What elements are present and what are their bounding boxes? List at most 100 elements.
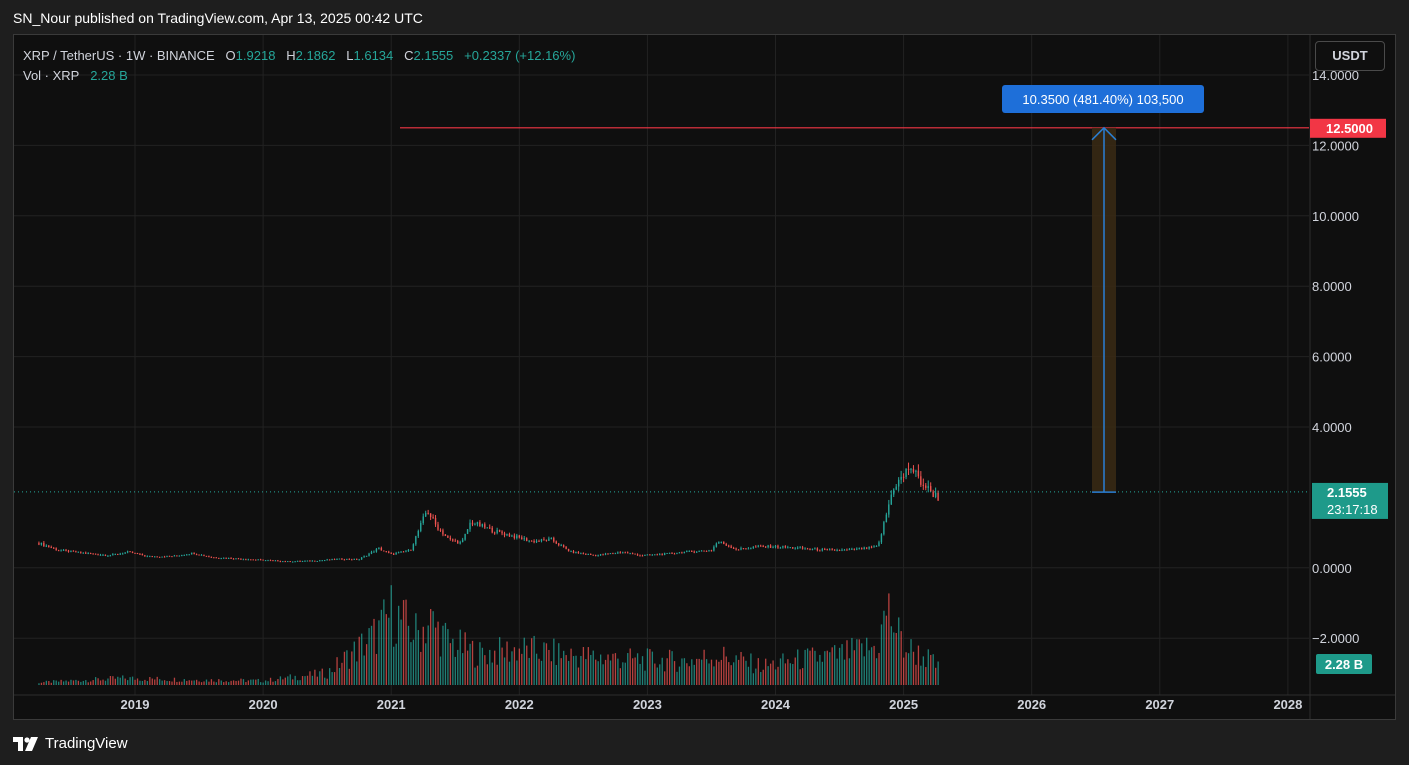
candle-body <box>893 489 895 495</box>
volume-bar <box>90 681 92 685</box>
candle-body <box>341 558 343 560</box>
candle-body <box>752 546 755 548</box>
candle-body <box>242 559 245 561</box>
price-chart[interactable]: 14.0000 12.0000 10.0000 8.0000 6.0000 4.0000 0… <box>14 35 1395 719</box>
candle-body <box>38 543 40 545</box>
measure-arrow-head <box>1091 126 1117 141</box>
volume-bar <box>407 625 410 685</box>
candle-body <box>452 539 454 541</box>
volume-bar <box>168 681 171 685</box>
candle-body <box>878 542 880 546</box>
volume-bar <box>92 680 94 685</box>
candle-body <box>70 550 72 552</box>
currency-unit-button[interactable]: USDT <box>1315 41 1385 71</box>
candle-body <box>737 549 740 551</box>
volume-bar <box>723 646 725 685</box>
volume-bar <box>188 680 190 685</box>
volume-bar <box>535 653 538 685</box>
candle-body <box>89 552 92 554</box>
volume-bar <box>735 655 737 685</box>
volume-bar <box>122 675 124 685</box>
candle-body <box>784 546 787 548</box>
candle-body <box>727 545 730 547</box>
candle-body <box>284 561 286 563</box>
volume-bar <box>102 679 104 685</box>
candle-body <box>168 555 171 557</box>
volume-bar <box>799 669 801 685</box>
candle-body <box>649 554 651 556</box>
candle-body <box>846 549 848 551</box>
volume-bar <box>38 683 40 685</box>
volume-bar <box>151 678 153 685</box>
tradingview-logo[interactable]: TradingView <box>13 735 128 752</box>
volume-bar <box>97 678 99 685</box>
candle-body <box>725 544 727 546</box>
time-axis-label: 2024 <box>761 697 791 712</box>
volume-bar <box>50 682 52 685</box>
candle-body <box>718 541 720 544</box>
candle-body <box>723 541 725 545</box>
candle-body <box>691 550 693 552</box>
volume-bar <box>225 681 227 685</box>
candle-body <box>508 534 511 537</box>
volume-bar <box>235 681 237 685</box>
volume-bar <box>686 663 688 685</box>
volume-bar <box>242 679 245 685</box>
volume-bar <box>452 638 454 685</box>
volume-bar <box>912 651 915 685</box>
volume-bar <box>792 664 794 685</box>
volume-bar <box>252 679 254 685</box>
volume-bar <box>166 680 168 685</box>
volume-label[interactable]: Vol · XRP <box>23 68 80 83</box>
candle-body <box>102 554 104 556</box>
volume-bar <box>311 675 314 685</box>
candle-body <box>540 539 543 542</box>
candle-body <box>922 484 925 486</box>
candle-body <box>885 514 888 523</box>
candle-body <box>60 550 62 552</box>
volume-bar <box>602 664 604 685</box>
candle-body <box>363 556 365 558</box>
candle-body <box>215 557 217 559</box>
volume-bar <box>324 677 326 685</box>
volume-bar <box>508 661 511 685</box>
target-price-tag[interactable] <box>1310 118 1386 138</box>
volume-bar <box>580 655 582 685</box>
candle-body <box>762 546 764 548</box>
candle-body <box>631 553 634 555</box>
volume-bar <box>195 679 198 685</box>
candle-body <box>240 558 242 560</box>
volume-bar <box>875 658 878 685</box>
volume-bar <box>457 649 459 685</box>
volume-bar <box>555 664 557 685</box>
current-price-tag[interactable] <box>1312 482 1388 519</box>
candle-body <box>789 547 791 549</box>
volume-bar <box>486 664 488 685</box>
volume-bar <box>841 644 843 685</box>
volume-bar <box>228 682 230 685</box>
candle-body <box>543 539 545 541</box>
volume-bar <box>619 668 622 685</box>
volume-bar <box>131 676 134 685</box>
volume-bar <box>186 680 188 685</box>
chart-pane[interactable]: 14.0000 12.0000 10.0000 8.0000 6.0000 4.0000 0… <box>13 34 1396 720</box>
candle-body <box>230 557 232 559</box>
volume-bar <box>361 633 363 685</box>
volume-bar <box>365 644 368 685</box>
candle-body <box>900 476 902 480</box>
volume-tag[interactable] <box>1316 654 1372 674</box>
change-value: +0.2337 (+12.16%) <box>464 48 576 63</box>
candle-body <box>247 559 250 561</box>
volume-bar <box>531 638 533 685</box>
candle-body <box>178 555 181 557</box>
candle-body <box>314 560 316 562</box>
candle-body <box>45 545 48 547</box>
candle-body <box>222 557 225 559</box>
volume-bar <box>353 641 355 685</box>
price-axis-label: 10.0000 <box>1312 209 1359 224</box>
candle-body <box>905 468 907 478</box>
measure-label-box[interactable] <box>1002 85 1204 113</box>
candle-body <box>442 530 444 535</box>
candle-body <box>777 545 779 548</box>
symbol-name[interactable]: XRP / TetherUS · 1W · BINANCE <box>23 48 215 63</box>
